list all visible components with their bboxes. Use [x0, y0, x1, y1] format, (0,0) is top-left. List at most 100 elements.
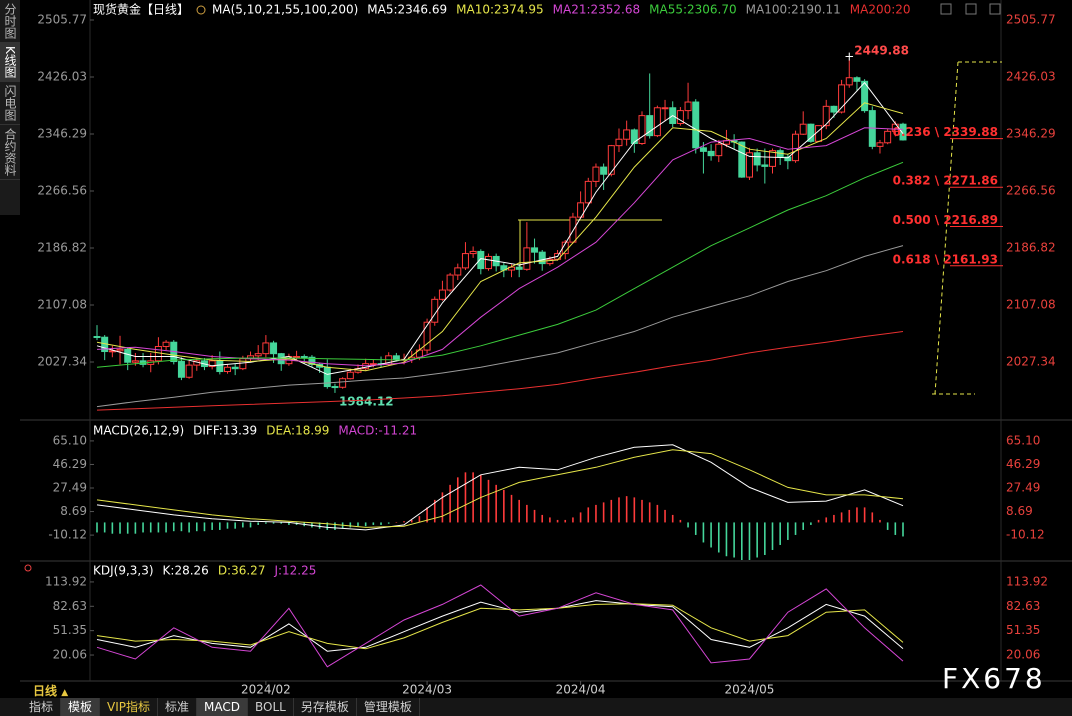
y-tick-label-right: 20.06	[1006, 648, 1040, 662]
macd-bar	[641, 499, 643, 523]
low-label: 1984.12	[339, 394, 394, 408]
indicator-name: MA(5,10,21,55,100,200)	[212, 3, 358, 17]
tab[interactable]: MACD	[197, 698, 249, 716]
macd-bar	[687, 522, 689, 528]
candle-body	[254, 353, 262, 357]
macd-bar	[288, 522, 290, 525]
y-tick-label-right: 2027.34	[1006, 354, 1056, 368]
macd-bar	[103, 522, 106, 533]
macd-bar	[733, 522, 735, 558]
macd-bar	[326, 522, 329, 530]
indicator-line	[96, 444, 904, 531]
macd-bar	[387, 522, 390, 524]
period-selector[interactable]: 日线 ▲	[33, 684, 69, 698]
candle-body	[761, 164, 769, 167]
indicator-line	[96, 584, 904, 668]
macd-bar	[410, 519, 413, 523]
macd-bar	[403, 521, 405, 523]
candle-body	[661, 107, 669, 110]
candle-body	[738, 141, 746, 178]
candle-body	[830, 105, 838, 113]
y-tick-label: 65.10	[53, 433, 87, 447]
y-tick-label: 113.92	[45, 574, 87, 588]
tab[interactable]: 指标	[22, 698, 62, 716]
side-tab[interactable]: K线图	[0, 43, 20, 82]
tab[interactable]: VIP指标	[100, 698, 159, 716]
candle-body	[546, 258, 554, 265]
macd-bar	[249, 522, 252, 528]
macd-bar	[756, 522, 758, 558]
legend-item: K:28.26	[163, 564, 209, 578]
macd-bar	[395, 522, 398, 523]
candle-body	[861, 80, 869, 112]
tab[interactable]: 模板	[61, 698, 101, 716]
macd-bar	[725, 522, 728, 557]
y-tick-label: -10.12	[48, 528, 87, 542]
y-tick-label: 46.29	[53, 457, 87, 471]
candle-body	[799, 123, 807, 135]
x-tick-label: 2024/04	[556, 683, 606, 697]
legend-item: MA55:2306.70	[649, 3, 737, 17]
macd-bar	[564, 519, 567, 523]
tab[interactable]: 另存模板	[294, 698, 357, 716]
side-tab[interactable]: 分时图	[0, 0, 20, 43]
period-label: 日线	[33, 684, 58, 698]
candle-body	[699, 147, 707, 152]
macd-bar	[157, 522, 160, 533]
legend-item: MA10:2374.95	[456, 3, 544, 17]
candle-body	[853, 77, 861, 82]
macd-bar	[833, 514, 835, 523]
window-icons[interactable]	[940, 3, 1001, 15]
candle-body	[623, 129, 631, 140]
macd-bar	[886, 522, 889, 530]
macd-bar	[142, 522, 144, 533]
candle-body	[469, 250, 477, 255]
macd-bar	[694, 522, 697, 535]
macd-bar	[433, 499, 436, 523]
legend-item: D:36.27	[218, 564, 266, 578]
macd-bar	[480, 474, 482, 523]
macd-bar	[579, 512, 582, 523]
legend-item: DEA:18.99	[266, 424, 329, 438]
tab[interactable]: 管理模板	[357, 698, 420, 716]
indicator-icon[interactable]	[24, 564, 32, 572]
macd-bar	[702, 522, 705, 543]
candle-body	[638, 115, 646, 145]
macd-bar	[533, 509, 536, 523]
indicator-line	[96, 449, 904, 528]
candle-body	[769, 150, 777, 167]
macd-bar	[871, 512, 874, 523]
candle-body	[208, 360, 216, 368]
watermark: FX678	[942, 662, 1046, 695]
side-tab[interactable]: 合约资料	[0, 125, 20, 180]
candle-body	[745, 152, 753, 178]
indicator-line	[96, 81, 904, 375]
macd-bar	[710, 522, 712, 548]
y-tick-label: 2266.56	[37, 183, 87, 197]
candle-body	[477, 250, 485, 270]
macd-bar	[472, 472, 474, 523]
candle-body	[899, 123, 907, 141]
candle-body	[339, 378, 347, 388]
macd-bar	[172, 522, 175, 532]
macd-bar	[503, 489, 505, 523]
macd-bar	[126, 522, 129, 534]
candle-body	[162, 341, 170, 348]
y-tick-label: 2186.82	[37, 240, 87, 254]
macd-bar	[610, 499, 613, 523]
tab[interactable]: BOLL	[248, 698, 294, 716]
tab[interactable]: 标准	[158, 698, 198, 716]
macd-bar	[426, 507, 428, 523]
macd-bar	[334, 522, 336, 530]
side-tab[interactable]: 闪电图	[0, 82, 20, 125]
candle-body	[646, 115, 654, 137]
legend-item: MA200:20	[850, 3, 911, 17]
macd-bar	[219, 522, 221, 530]
candle-body	[707, 150, 715, 157]
macd-bar	[625, 496, 628, 523]
legend-item: MA21:2352.68	[553, 3, 641, 17]
candle-body	[630, 129, 638, 145]
candle-body	[177, 361, 185, 378]
y-tick-label-right: 2346.29	[1006, 127, 1056, 141]
toolbar: 指标 模板 VIP指标 标准 MACD BOLL 另存模板 管理模板	[0, 698, 1072, 716]
